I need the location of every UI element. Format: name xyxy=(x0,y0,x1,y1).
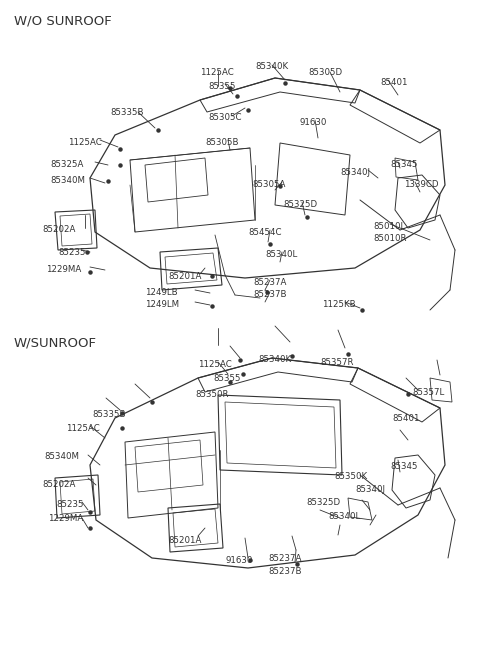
Text: 85345: 85345 xyxy=(390,462,418,471)
Text: 85305C: 85305C xyxy=(208,113,241,122)
Text: 85335B: 85335B xyxy=(92,410,125,419)
Text: 85237B: 85237B xyxy=(268,567,301,576)
Text: 85401: 85401 xyxy=(392,414,420,423)
Text: 85340K: 85340K xyxy=(255,62,288,71)
Text: 91630: 91630 xyxy=(225,556,252,565)
Text: 1125KB: 1125KB xyxy=(322,300,356,309)
Text: 1249LM: 1249LM xyxy=(145,300,179,309)
Text: 85325A: 85325A xyxy=(50,160,84,169)
Text: 85237A: 85237A xyxy=(268,554,301,563)
Text: 85235: 85235 xyxy=(56,500,84,509)
Text: 85355: 85355 xyxy=(213,374,240,383)
Text: 85202A: 85202A xyxy=(42,225,75,234)
Text: 85340L: 85340L xyxy=(328,512,360,521)
Text: 85340M: 85340M xyxy=(44,452,79,461)
Text: 85325D: 85325D xyxy=(306,498,340,507)
Text: 1249LB: 1249LB xyxy=(145,288,178,297)
Text: 85237A: 85237A xyxy=(253,278,287,287)
Text: 85350K: 85350K xyxy=(334,472,367,481)
Text: 85355: 85355 xyxy=(208,82,236,91)
Text: 1125AC: 1125AC xyxy=(68,138,102,147)
Text: 85201A: 85201A xyxy=(168,536,202,545)
Text: 85340L: 85340L xyxy=(265,250,297,259)
Text: 1229MA: 1229MA xyxy=(46,265,81,274)
Text: 85237B: 85237B xyxy=(253,290,287,299)
Text: 85340M: 85340M xyxy=(50,176,85,185)
Text: 85401: 85401 xyxy=(380,78,408,87)
Text: 85325D: 85325D xyxy=(283,200,317,209)
Text: 85010L: 85010L xyxy=(373,222,405,231)
Text: 85345: 85345 xyxy=(390,160,418,169)
Text: W/O SUNROOF: W/O SUNROOF xyxy=(14,14,112,27)
Text: 1125AC: 1125AC xyxy=(198,360,232,369)
Text: 85305B: 85305B xyxy=(205,138,239,147)
Text: 85201A: 85201A xyxy=(168,272,202,281)
Text: 85357L: 85357L xyxy=(412,388,444,397)
Text: 85454C: 85454C xyxy=(248,228,281,237)
Text: 85357R: 85357R xyxy=(320,358,353,367)
Text: 1339CD: 1339CD xyxy=(404,180,439,189)
Text: 85340K: 85340K xyxy=(258,355,291,364)
Text: 1125AC: 1125AC xyxy=(66,424,100,433)
Text: 85305A: 85305A xyxy=(252,180,286,189)
Text: 85335B: 85335B xyxy=(110,108,144,117)
Text: 85350R: 85350R xyxy=(195,390,228,399)
Text: 85340J: 85340J xyxy=(355,485,385,494)
Text: 85235: 85235 xyxy=(58,248,85,257)
Text: W/SUNROOF: W/SUNROOF xyxy=(14,336,97,349)
Text: 91630: 91630 xyxy=(300,118,327,127)
Text: 85305D: 85305D xyxy=(308,68,342,77)
Text: 85202A: 85202A xyxy=(42,480,75,489)
Text: 85010R: 85010R xyxy=(373,234,407,243)
Text: 85340J: 85340J xyxy=(340,168,370,177)
Text: 1229MA: 1229MA xyxy=(48,514,83,523)
Text: 1125AC: 1125AC xyxy=(200,68,234,77)
